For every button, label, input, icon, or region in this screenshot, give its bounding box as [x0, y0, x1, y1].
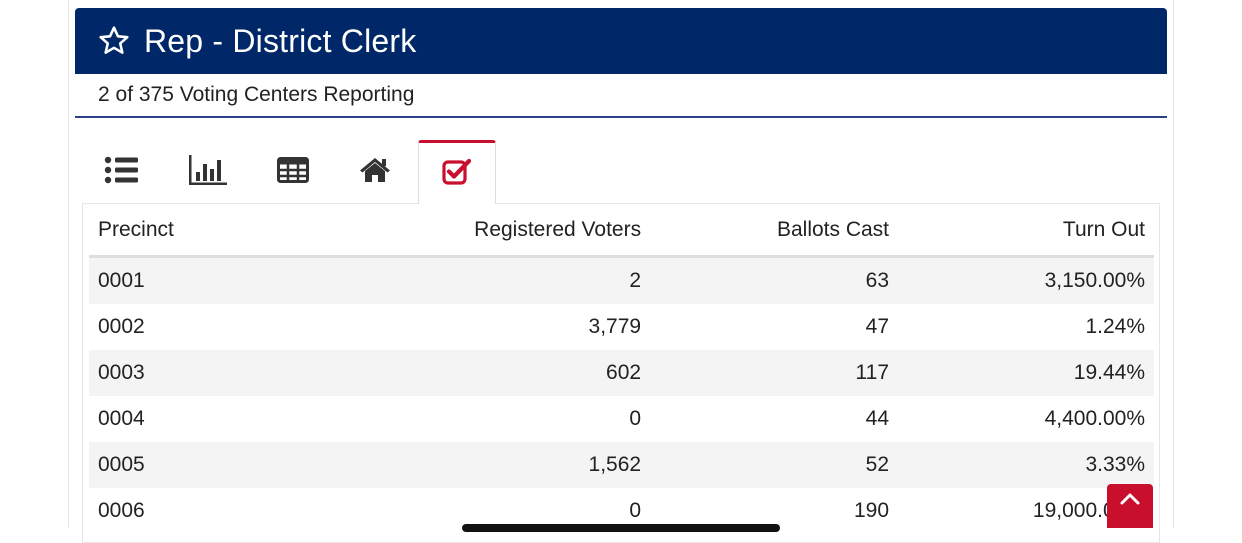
precinct-cell: 0006: [98, 499, 145, 522]
precinct-cell: 0001: [89, 256, 328, 304]
turn-out-cell: 19.44%: [898, 350, 1154, 396]
results-table-container: Precinct Registered Voters Ballots Cast …: [82, 203, 1160, 543]
scroll-to-top-button[interactable]: [1107, 484, 1153, 528]
table-header-row: Precinct Registered Voters Ballots Cast …: [89, 204, 1154, 258]
tab-checkbox-view[interactable]: [418, 140, 496, 204]
ballots-cast-cell: 190: [853, 499, 890, 522]
registered-voters-cell: 0: [629, 499, 642, 522]
results-card: [68, 0, 1174, 528]
race-title: Rep - District Clerk: [144, 22, 417, 59]
registered-voters-cell: 0: [629, 407, 642, 430]
ballots-cast-cell: 47: [865, 315, 890, 338]
turn-out-cell: 3,150.00%: [898, 256, 1154, 304]
tab-home-view[interactable]: [336, 140, 414, 204]
registered-voters-cell: 3,779: [588, 315, 642, 338]
table-icon: [277, 156, 309, 188]
tab-list-view[interactable]: [82, 140, 160, 204]
registered-voters-cell: 602: [327, 350, 651, 396]
table-row: 0001 2 63 3,150.00%: [89, 256, 1154, 304]
results-table: Precinct Registered Voters Ballots Cast …: [89, 204, 1154, 534]
table-row: 0003 602 117 19.44%: [89, 350, 1154, 396]
turn-out-cell: 3.33%: [898, 442, 1154, 488]
race-header: Rep - District Clerk: [75, 8, 1167, 74]
precinct-cell: 0002: [98, 315, 145, 338]
turn-out-cell: 4,400.00%: [1044, 407, 1145, 430]
column-header-ballots-cast[interactable]: Ballots Cast: [650, 204, 899, 258]
column-header-turn-out[interactable]: Turn Out: [898, 204, 1154, 258]
ballots-cast-cell: 44: [865, 407, 890, 430]
reporting-status: 2 of 375 Voting Centers Reporting: [75, 74, 1167, 118]
star-outline-icon[interactable]: [97, 24, 131, 58]
table-row: 0004 0 44 4,400.00%: [89, 396, 1154, 442]
ballots-cast-cell: 63: [650, 256, 899, 304]
precinct-cell: 0003: [89, 350, 328, 396]
column-header-registered-voters[interactable]: Registered Voters: [327, 204, 651, 258]
registered-voters-cell: 1,562: [327, 442, 651, 488]
column-header-precinct[interactable]: Precinct: [89, 204, 328, 258]
list-icon: [104, 156, 138, 189]
ballots-cast-cell: 117: [650, 350, 899, 396]
checkbox-icon: [442, 157, 472, 190]
tab-table-view[interactable]: [254, 140, 332, 204]
precinct-cell: 0004: [98, 407, 145, 430]
table-row: 0005 1,562 52 3.33%: [89, 442, 1154, 488]
tab-chart-view[interactable]: [169, 140, 247, 204]
registered-voters-cell: 2: [327, 256, 651, 304]
turn-out-cell: 1.24%: [1085, 315, 1145, 338]
home-indicator: [462, 524, 780, 532]
precinct-cell: 0005: [89, 442, 328, 488]
chevron-up-icon: [1119, 492, 1141, 511]
table-row: 0002 3,779 47 1.24%: [89, 304, 1154, 350]
bar-chart-icon: [189, 154, 227, 190]
home-icon: [359, 157, 391, 188]
ballots-cast-cell: 52: [650, 442, 899, 488]
view-tabs: [82, 140, 1160, 204]
